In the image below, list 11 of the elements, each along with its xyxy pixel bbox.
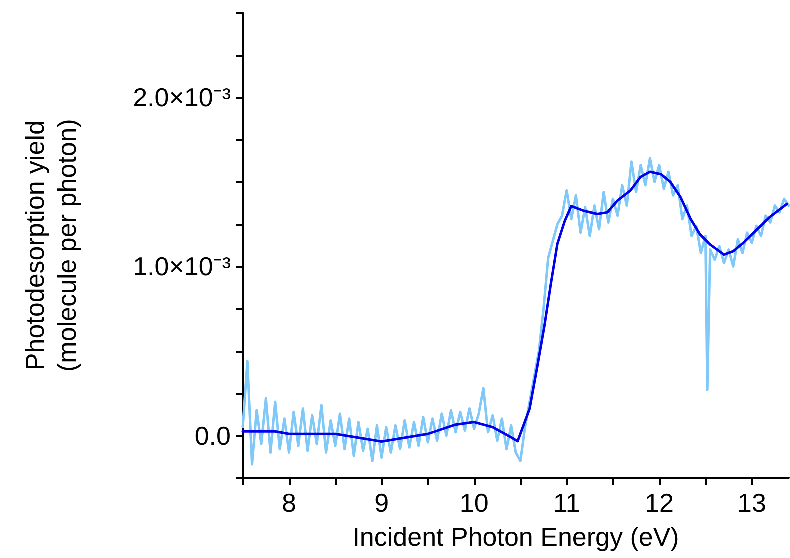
x-tick-label: 13 — [738, 488, 766, 518]
y-tick-label: 1.0×10⁻³ — [133, 252, 232, 282]
x-tick-label: 12 — [644, 488, 674, 518]
y-tick-label: 2.0×10⁻³ — [133, 82, 232, 113]
y-tick-label: 0.0 — [194, 420, 231, 451]
x-axis-title: Incident Photon Energy (eV) — [352, 522, 680, 552]
y-axis-title: Photodesorption yield (molecule per photon) — [20, 119, 82, 372]
x-tick-label: 11 — [553, 488, 580, 518]
x-tick-label: 8 — [282, 488, 297, 518]
x-tick-label: 10 — [460, 488, 489, 518]
x-tick-label: 9 — [374, 488, 390, 518]
